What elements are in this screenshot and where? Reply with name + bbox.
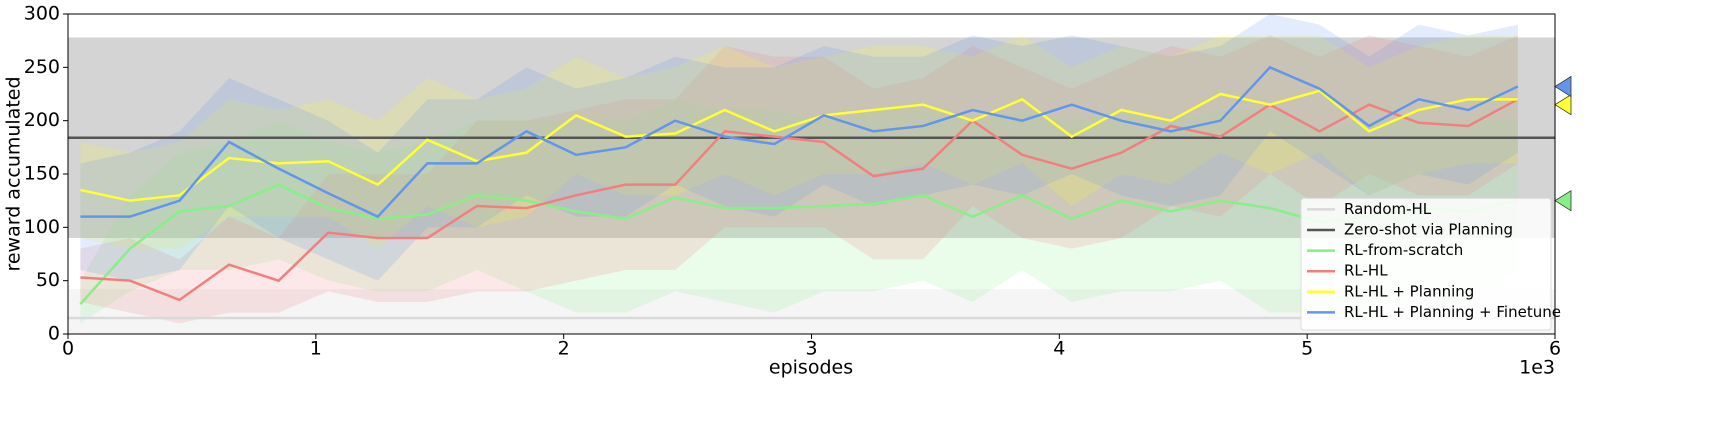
y-tick-label: 100	[24, 216, 60, 238]
series-line	[79, 183, 1519, 305]
y-tick-label: 150	[24, 163, 60, 185]
x-offset-label: 1e3	[1519, 357, 1555, 379]
series-line	[80, 65, 1519, 219]
end-marker	[1554, 75, 1572, 98]
band	[80, 35, 1518, 324]
y-axis-label: reward accumulated	[3, 76, 25, 271]
series-line	[80, 89, 1518, 202]
legend-label: RL-HL + Planning + Finetune	[1344, 303, 1561, 321]
x-tick-label: 3	[805, 338, 817, 360]
legend-label: RL-HL	[1344, 262, 1388, 280]
legend-label: RL-from-scratch	[1344, 241, 1463, 259]
y-tick-label: 50	[36, 269, 60, 291]
band	[80, 99, 1518, 324]
legend-label: Random-HL	[1344, 200, 1432, 218]
x-tick-label: 4	[1053, 338, 1065, 360]
y-tick-label: 200	[24, 109, 60, 131]
end-marker	[1554, 189, 1572, 212]
y-tick-label: 300	[24, 3, 60, 25]
x-tick-label: 5	[1301, 338, 1313, 360]
x-tick-label: 0	[62, 338, 74, 360]
plot-area	[68, 14, 1555, 334]
y-tick-label: 0	[48, 323, 60, 345]
x-axis-label: episodes	[769, 357, 853, 379]
band	[80, 14, 1518, 281]
legend-label: Zero-shot via Planning	[1344, 221, 1513, 239]
end-marker	[1554, 93, 1572, 116]
x-tick-label: 2	[558, 338, 570, 360]
x-tick-label: 6	[1549, 338, 1561, 360]
y-tick-label: 250	[24, 56, 60, 78]
x-tick-label: 1	[310, 338, 322, 360]
legend-box	[1300, 197, 1552, 331]
series-line	[80, 98, 1519, 302]
legend-label: RL-HL + Planning	[1344, 282, 1474, 300]
band	[80, 35, 1518, 249]
legend: Random-HL Zero-shot via Planning RL-from-s…	[1300, 197, 1561, 331]
